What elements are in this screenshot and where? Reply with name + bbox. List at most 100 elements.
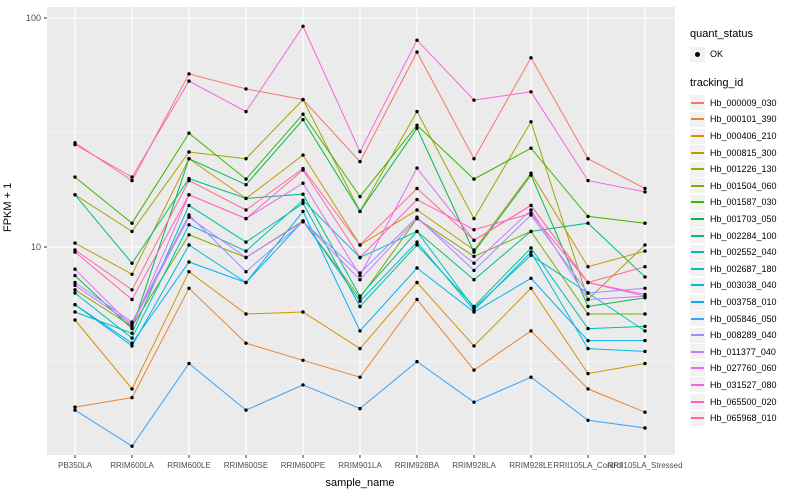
data-point <box>358 294 362 298</box>
data-point <box>586 346 590 351</box>
data-point <box>301 181 305 185</box>
legend-item-label: Hb_065968_010 <box>710 413 777 424</box>
legend-item-Hb_065968_010: Hb_065968_010 <box>690 410 798 427</box>
legend-item-label: Hb_000009_030 <box>710 97 777 108</box>
data-point <box>73 283 77 288</box>
data-point <box>73 303 77 307</box>
x-tick-label: RRII105LA_Stressed <box>607 461 682 470</box>
x-tick-label: PB350LA <box>58 461 92 470</box>
y-tick-label: 100 <box>26 13 41 23</box>
x-tick-label: RRIM901LA <box>338 461 382 470</box>
line-swatch-icon <box>690 145 705 161</box>
legend-item-label: Hb_000101_390 <box>710 114 777 125</box>
data-point <box>415 216 419 221</box>
legend-item-Hb_001587_030: Hb_001587_030 <box>690 194 798 211</box>
legend-item-label: Hb_008289_040 <box>710 330 777 341</box>
y-axis-title: FPKM + 1 <box>2 182 14 232</box>
legend-item-Hb_000009_030: Hb_000009_030 <box>690 95 798 112</box>
data-point <box>301 358 305 362</box>
data-point <box>301 201 305 206</box>
data-point <box>643 292 647 297</box>
data-point <box>358 278 362 282</box>
data-point <box>472 254 476 259</box>
data-point <box>643 349 647 354</box>
legend-item-Hb_003758_010: Hb_003758_010 <box>690 294 798 311</box>
x-tick-label: RRIM600LA <box>110 461 154 470</box>
data-point <box>187 233 191 237</box>
data-point <box>301 383 305 387</box>
data-point <box>415 229 419 234</box>
data-point <box>301 112 305 116</box>
legend-item-Hb_000101_390: Hb_000101_390 <box>690 111 798 128</box>
data-point <box>130 175 134 179</box>
legend-item-label: Hb_001504_060 <box>710 180 777 191</box>
data-point <box>73 318 77 322</box>
legend-item-Hb_001226_130: Hb_001226_130 <box>690 161 798 178</box>
data-point <box>415 266 419 270</box>
data-point <box>358 406 362 411</box>
line-swatch-icon <box>690 294 705 310</box>
line-swatch-icon <box>690 327 705 343</box>
data-point <box>529 276 533 280</box>
data-point <box>643 186 647 191</box>
data-point <box>529 286 533 290</box>
data-point <box>415 126 419 130</box>
data-point <box>244 157 248 161</box>
data-point <box>643 361 647 366</box>
data-point <box>643 249 647 253</box>
data-point <box>643 312 647 316</box>
legend-quant-title: quant_status <box>690 28 753 40</box>
data-point <box>586 297 590 302</box>
data-point <box>244 216 248 221</box>
data-point <box>73 310 77 314</box>
data-point <box>529 250 533 254</box>
legend: quant_status OK tracking_id Hb_000009_03… <box>690 28 798 440</box>
legend-item-label: Hb_027760_060 <box>710 363 777 374</box>
legend-item-label: Hb_002687_180 <box>710 263 777 274</box>
legend-item-Hb_065500_020: Hb_065500_020 <box>690 393 798 410</box>
line-swatch-icon <box>690 311 705 327</box>
data-point <box>358 243 362 247</box>
data-point <box>586 214 590 219</box>
data-point <box>187 178 191 183</box>
data-point <box>130 444 134 448</box>
data-point <box>643 324 647 329</box>
data-point <box>415 186 419 191</box>
data-point <box>73 241 77 245</box>
line-swatch-icon <box>690 95 705 111</box>
line-swatch-icon <box>690 344 705 360</box>
data-point <box>301 220 305 224</box>
data-point <box>586 280 590 285</box>
data-point <box>586 265 590 269</box>
data-point <box>130 344 134 348</box>
line-swatch-icon <box>690 360 705 376</box>
data-point <box>472 268 476 273</box>
data-point <box>301 192 305 196</box>
data-point <box>472 250 476 254</box>
legend-item-Hb_005846_050: Hb_005846_050 <box>690 310 798 327</box>
data-point <box>244 183 248 187</box>
data-point <box>187 243 191 247</box>
legend-item-label: Hb_011377_040 <box>710 346 776 357</box>
data-point <box>472 238 476 242</box>
data-point <box>529 208 533 212</box>
data-point <box>244 109 248 114</box>
legend-item-label: Hb_003038_040 <box>710 280 777 291</box>
data-point <box>415 50 419 54</box>
data-point <box>130 229 134 234</box>
line-swatch-icon <box>690 178 705 194</box>
data-point <box>244 196 248 201</box>
data-point <box>472 177 476 181</box>
data-point <box>358 273 362 278</box>
data-point <box>415 280 419 285</box>
legend-item-label: Hb_065500_020 <box>710 396 777 407</box>
data-point <box>472 278 476 282</box>
data-point <box>244 177 248 181</box>
data-point <box>187 270 191 274</box>
y-tick-label: 10 <box>31 242 41 252</box>
data-point <box>187 215 191 219</box>
legend-item-label: Hb_001587_030 <box>710 197 777 208</box>
data-point <box>130 272 134 276</box>
data-point <box>130 324 134 329</box>
data-point <box>529 56 533 60</box>
